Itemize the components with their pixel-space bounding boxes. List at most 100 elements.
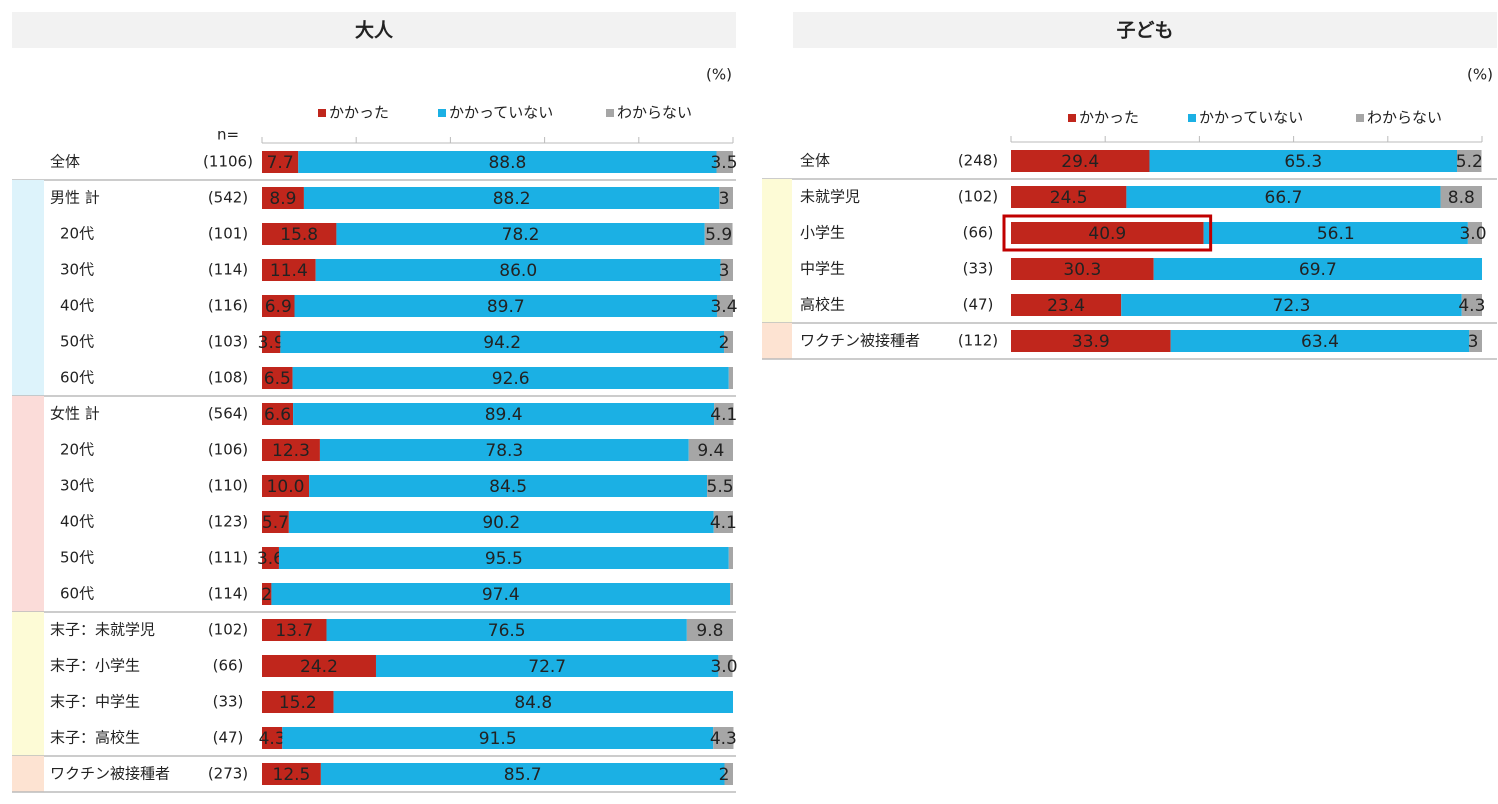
- legend-swatch: [1068, 114, 1076, 122]
- category-label: 末子：小学生: [50, 657, 140, 675]
- value-label: 10.0: [267, 477, 305, 497]
- category-label: 60代: [60, 369, 94, 387]
- value-label: 15.2: [279, 693, 317, 713]
- value-label: 15.8: [280, 225, 318, 245]
- n-label: (1106): [203, 153, 253, 171]
- category-label: 60代: [60, 585, 94, 603]
- legend-label: かかっていない: [1199, 109, 1303, 127]
- category-label: 末子：高校生: [50, 729, 140, 747]
- value-label: 3.0: [710, 657, 737, 677]
- row-band: [12, 432, 44, 468]
- bar-segment: [1011, 258, 1154, 280]
- row-band: [762, 323, 792, 359]
- chart-title: 子ども: [1116, 20, 1173, 42]
- bar-segment: [262, 151, 299, 173]
- bar-segment: [262, 763, 321, 785]
- bar-segment: [714, 403, 734, 425]
- legend-swatch: [1356, 114, 1364, 122]
- bar-segment: [1170, 330, 1470, 352]
- category-label: 50代: [60, 549, 94, 567]
- value-label: 9.8: [696, 621, 723, 641]
- value-label: 76.5: [488, 621, 526, 641]
- category-label: 30代: [60, 477, 94, 495]
- value-label: 3.4: [710, 297, 737, 317]
- value-label: 78.2: [502, 225, 540, 245]
- bar-segment: [262, 439, 320, 461]
- category-label: 末子：中学生: [50, 693, 140, 711]
- n-label: (108): [208, 369, 248, 387]
- bar-segment: [688, 439, 733, 461]
- row-band: [12, 468, 44, 504]
- value-label: 12.5: [273, 765, 311, 785]
- n-label: (110): [208, 477, 248, 495]
- row-band: [762, 251, 792, 287]
- row-band: [12, 540, 44, 576]
- bar-segment: [298, 151, 717, 173]
- value-label: 97.4: [482, 585, 520, 605]
- value-label: 4.1: [710, 405, 737, 425]
- bar-segment: [704, 223, 733, 245]
- value-label: 94.2: [483, 333, 521, 353]
- bar-segment: [720, 259, 733, 281]
- value-label: 29.4: [1061, 152, 1099, 172]
- bar-segment: [686, 619, 733, 641]
- value-label: 4.1: [710, 513, 737, 533]
- bar-segment: [315, 259, 721, 281]
- unit-label: (%): [706, 66, 732, 84]
- bar-segment: [1149, 150, 1458, 172]
- legend-label: かかった: [329, 104, 389, 122]
- bar-segment: [288, 511, 714, 533]
- value-label: 24.2: [300, 657, 338, 677]
- value-label: 66.7: [1265, 188, 1303, 208]
- category-label: 中学生: [800, 260, 845, 278]
- value-label: 2: [261, 585, 272, 605]
- bar-segment: [1457, 150, 1482, 172]
- value-label: 8.8: [1448, 188, 1475, 208]
- value-label: 88.8: [488, 153, 526, 173]
- bar-segment: [262, 511, 289, 533]
- bar-segment: [336, 223, 705, 245]
- bar-segment: [282, 727, 714, 749]
- value-label: 85.7: [504, 765, 542, 785]
- bar-segment: [320, 763, 725, 785]
- bar-segment: [326, 619, 687, 641]
- category-label: 20代: [60, 441, 94, 459]
- legend-label: かかった: [1079, 109, 1139, 127]
- category-label: 全体: [50, 153, 80, 171]
- value-label: 2: [719, 765, 730, 785]
- value-label: 13.7: [275, 621, 313, 641]
- category-label: 40代: [60, 513, 94, 531]
- bar-segment: [262, 295, 295, 317]
- value-label: 89.7: [487, 297, 525, 317]
- n-label: (47): [213, 729, 244, 747]
- n-header: n=: [217, 126, 239, 144]
- value-label: 5.5: [707, 477, 734, 497]
- bar-segment: [1011, 222, 1204, 244]
- row-band: [762, 179, 792, 215]
- bar-segment: [262, 223, 337, 245]
- value-label: 3.5: [710, 153, 737, 173]
- bar-segment: [292, 367, 729, 389]
- bar-segment: [1153, 258, 1482, 280]
- bar-segment: [719, 187, 733, 209]
- n-label: (564): [208, 405, 248, 423]
- value-label: 3: [719, 189, 730, 209]
- n-label: (106): [208, 441, 248, 459]
- title-bar: [12, 12, 736, 48]
- row-band: [12, 360, 44, 396]
- row-band: [12, 576, 44, 612]
- n-label: (33): [213, 693, 244, 711]
- value-label: 84.8: [514, 693, 552, 713]
- category-label: 未就学児: [800, 188, 860, 206]
- value-label: 6.5: [264, 369, 291, 389]
- n-label: (123): [208, 513, 248, 531]
- bar-segment: [303, 187, 720, 209]
- n-label: (112): [958, 332, 998, 350]
- row-band: [12, 396, 44, 432]
- value-label: 4.3: [1458, 296, 1485, 316]
- value-label: 65.3: [1284, 152, 1322, 172]
- n-label: (66): [963, 224, 994, 242]
- row-band: [12, 756, 44, 792]
- n-label: (114): [208, 585, 248, 603]
